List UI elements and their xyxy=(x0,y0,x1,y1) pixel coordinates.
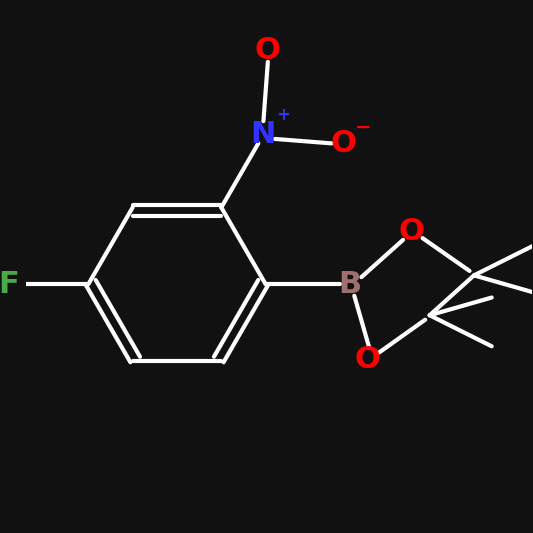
Text: O: O xyxy=(255,36,281,65)
Text: N: N xyxy=(251,120,276,149)
Text: −: − xyxy=(354,118,371,137)
Text: +: + xyxy=(276,106,290,124)
Text: O: O xyxy=(399,216,425,246)
Text: O: O xyxy=(354,345,381,374)
Text: F: F xyxy=(0,270,19,298)
Text: O: O xyxy=(330,129,356,158)
Text: B: B xyxy=(338,270,361,298)
